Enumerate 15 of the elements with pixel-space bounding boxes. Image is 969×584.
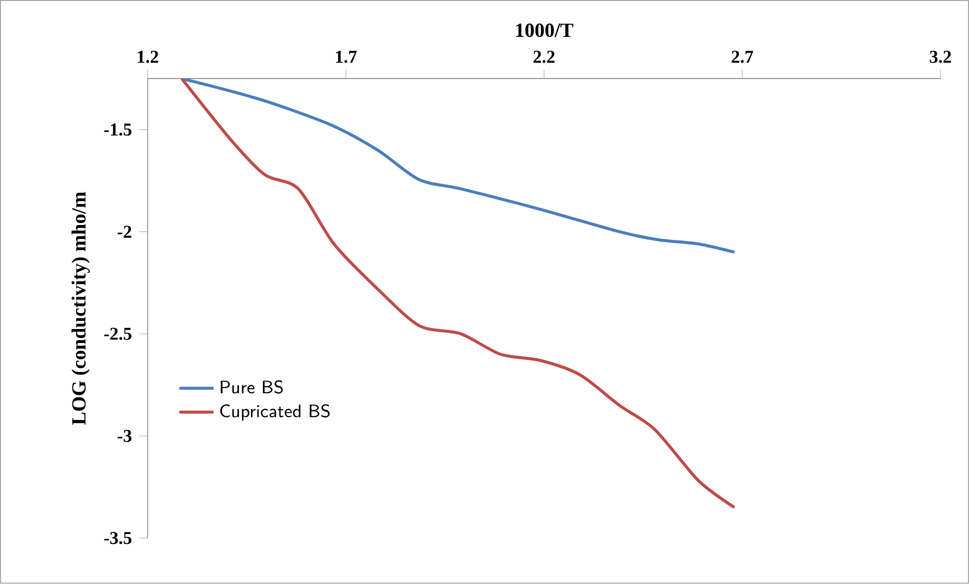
x-tick-label: 2.7: [732, 50, 754, 64]
x-tick-label: 3.2: [930, 50, 951, 64]
y-tick-label: -2.5: [104, 328, 132, 340]
y-tick-label: -3: [118, 430, 132, 442]
x-axis-title: 1000/T: [516, 24, 574, 38]
line-series: [180, 78, 736, 510]
y-axis-title: LOG (conductivity) mho/m: [72, 192, 90, 425]
y-tick-label: -3.5: [104, 532, 132, 544]
y-tick-label: -1.5: [104, 124, 132, 136]
legend-label: Cupricated BS: [220, 404, 330, 421]
x-tick-label: 2.2: [534, 50, 555, 64]
y-tick-label: -2: [118, 226, 132, 238]
legend-label: Pure BS: [220, 380, 283, 394]
x-tick-label: 1.2: [138, 50, 158, 64]
x-tick-label: 1.7: [336, 51, 357, 64]
